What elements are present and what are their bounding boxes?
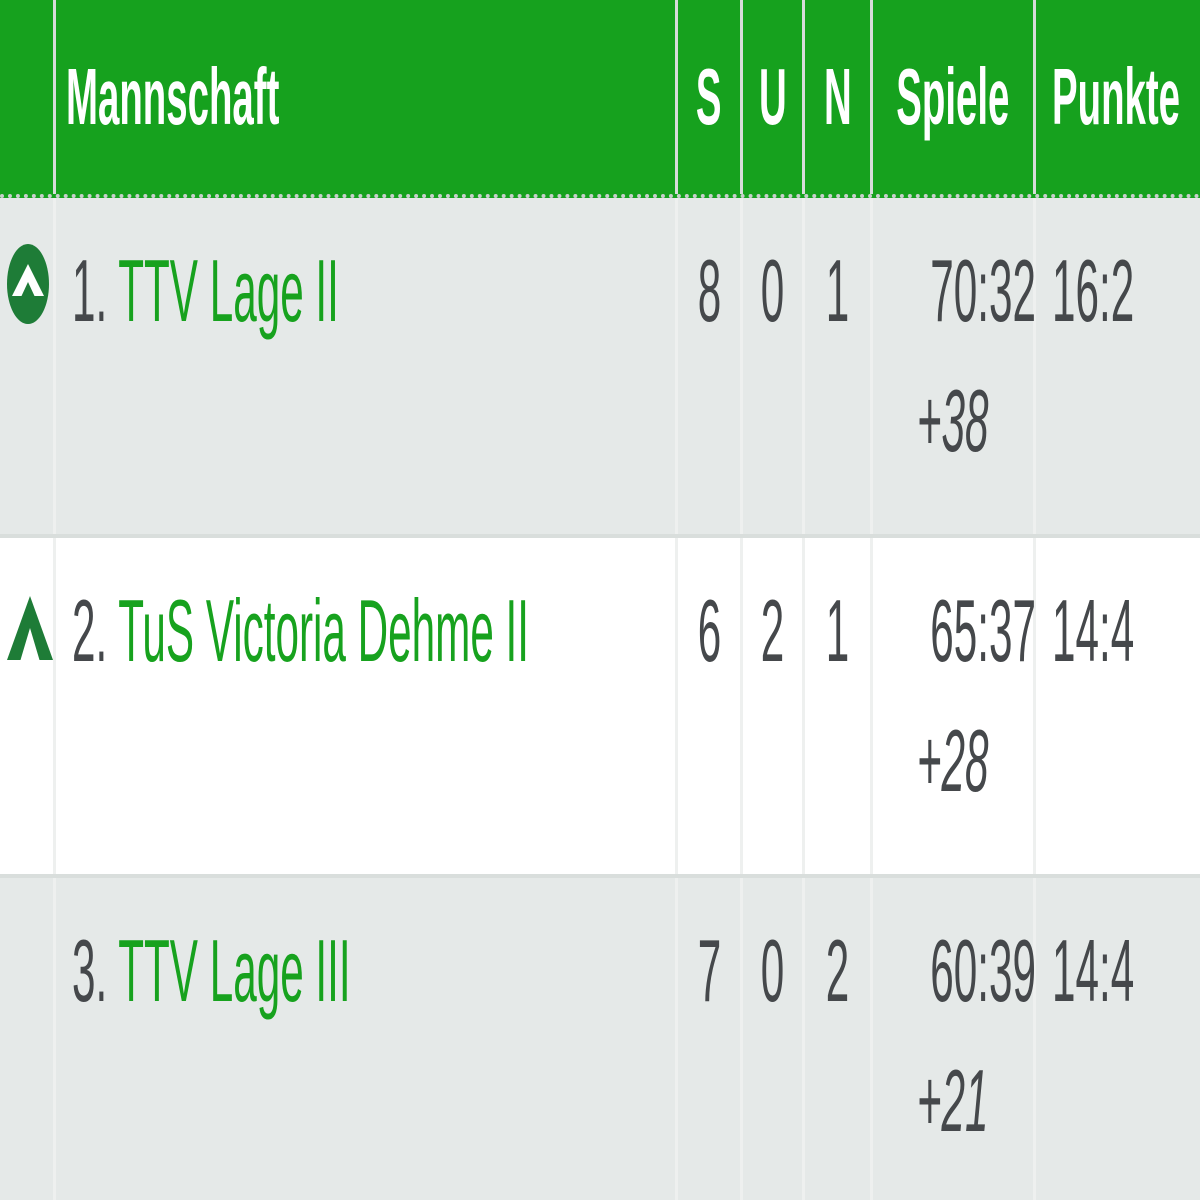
siege-cell: 6	[678, 538, 740, 874]
movement-cell	[0, 878, 53, 1200]
header-mannschaft: Mannschaft	[56, 0, 675, 194]
niederlagen-cell: 1	[805, 538, 870, 874]
column-divider	[740, 538, 743, 874]
header-punkte-label: Punkte	[1052, 52, 1181, 141]
niederlagen-cell: 1	[805, 198, 870, 534]
header-movement-column	[0, 0, 53, 194]
unentschieden-cell: 0	[743, 198, 802, 534]
column-divider	[53, 0, 56, 194]
unentschieden-value: 2	[760, 581, 785, 680]
niederlagen-value: 1	[825, 581, 850, 680]
niederlagen-value: 1	[825, 241, 850, 340]
column-divider	[1033, 0, 1036, 194]
siege-cell: 8	[678, 198, 740, 534]
team-link[interactable]: TTV Lage II	[118, 241, 339, 340]
column-divider	[675, 878, 678, 1200]
header-siege-label: S	[696, 52, 722, 141]
spiele-diff: +38	[917, 371, 989, 470]
table-header-row: Mannschaft S U N Spiele Punkte	[0, 0, 1200, 198]
unentschieden-value: 0	[760, 921, 785, 1020]
team-cell: 1. TTV Lage II	[56, 198, 675, 534]
movement-cell	[0, 538, 53, 874]
movement-cell	[0, 198, 53, 534]
team-link[interactable]: TuS Victoria Dehme II	[118, 581, 530, 680]
header-spiele: Spiele	[873, 0, 1033, 194]
spiele-diff: +21	[917, 1051, 989, 1150]
spiele-cell: 60:39 +21	[873, 878, 1036, 1200]
unentschieden-cell: 0	[743, 878, 802, 1200]
table-row: 1. TTV Lage II 8 0 1 70:32 +38 16:2	[0, 198, 1200, 538]
team-cell: 2. TuS Victoria Dehme II	[56, 538, 675, 874]
spiele-value: 65:37	[930, 581, 1036, 680]
header-niederlagen-label: N	[823, 52, 852, 141]
header-siege: S	[678, 0, 740, 194]
siege-cell: 7	[678, 878, 740, 1200]
table-row: 2. TuS Victoria Dehme II 6 2 1 65:37 +28…	[0, 538, 1200, 878]
column-divider	[1033, 538, 1036, 874]
column-divider	[870, 0, 873, 194]
niederlagen-value: 2	[825, 921, 850, 1020]
header-unentschieden: U	[743, 0, 802, 194]
punkte-value: 14:4	[1052, 921, 1135, 1020]
column-divider	[870, 538, 873, 874]
column-divider	[740, 198, 743, 534]
column-divider	[802, 878, 805, 1200]
spiele-cell: 70:32 +38	[873, 198, 1036, 534]
column-divider	[802, 538, 805, 874]
spiele-value: 70:32	[930, 241, 1036, 340]
spiele-value: 60:39	[930, 921, 1036, 1020]
punkte-cell: 14:4	[1036, 878, 1200, 1200]
rank-number: 2.	[72, 581, 108, 680]
punkte-value: 16:2	[1052, 241, 1135, 340]
rank-up-badge-icon	[6, 242, 53, 326]
siege-value: 8	[697, 241, 721, 340]
column-divider	[53, 878, 56, 1200]
siege-value: 7	[697, 921, 721, 1020]
rank-number: 3.	[72, 921, 108, 1020]
column-divider	[675, 0, 678, 194]
column-divider	[675, 538, 678, 874]
table-row: 3. TTV Lage III 7 0 2 60:39 +21 14:4	[0, 878, 1200, 1200]
punkte-cell: 16:2	[1036, 198, 1200, 534]
unentschieden-value: 0	[760, 241, 785, 340]
unentschieden-cell: 2	[743, 538, 802, 874]
header-mannschaft-label: Mannschaft	[66, 52, 280, 141]
spiele-cell: 65:37 +28	[873, 538, 1036, 874]
column-divider	[53, 198, 56, 534]
column-divider	[802, 0, 805, 194]
rank-up-arrow-icon	[7, 596, 53, 660]
header-spiele-label: Spiele	[896, 52, 1010, 141]
column-divider	[870, 878, 873, 1200]
siege-value: 6	[697, 581, 721, 680]
team-cell: 3. TTV Lage III	[56, 878, 675, 1200]
column-divider	[1033, 878, 1036, 1200]
header-niederlagen: N	[805, 0, 870, 194]
team-link[interactable]: TTV Lage III	[118, 921, 351, 1020]
spiele-diff: +28	[917, 711, 989, 810]
niederlagen-cell: 2	[805, 878, 870, 1200]
column-divider	[870, 198, 873, 534]
punkte-value: 14:4	[1052, 581, 1135, 680]
punkte-cell: 14:4	[1036, 538, 1200, 874]
column-divider	[740, 878, 743, 1200]
column-divider	[675, 198, 678, 534]
header-punkte: Punkte	[1036, 0, 1200, 194]
column-divider	[53, 538, 56, 874]
header-unentschieden-label: U	[758, 52, 787, 141]
column-divider	[802, 198, 805, 534]
column-divider	[1033, 198, 1036, 534]
rank-number: 1.	[72, 241, 108, 340]
column-divider	[740, 0, 743, 194]
